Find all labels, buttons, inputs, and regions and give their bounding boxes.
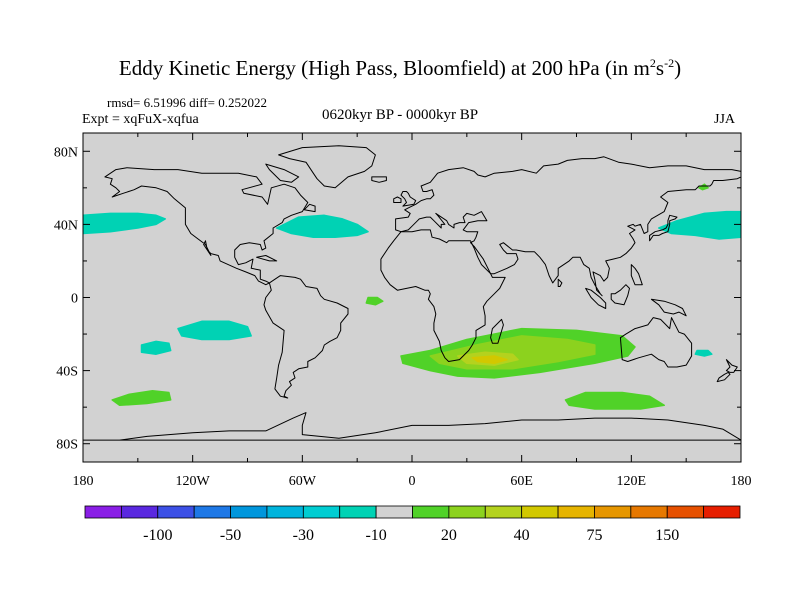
colorbar-box	[157, 505, 195, 519]
lon-label: 0	[409, 474, 416, 489]
greenland-coast	[278, 145, 376, 189]
colorbar-box	[84, 505, 122, 519]
cuba-coast	[256, 255, 278, 262]
sri-lanka-coast	[557, 278, 563, 287]
axis-ticks	[82, 133, 742, 462]
antarctica-coast	[83, 412, 741, 441]
lon-label: 180	[731, 474, 752, 489]
japan-coast	[649, 214, 678, 242]
lat-label: 40S	[56, 365, 78, 380]
colorbar-label: 150	[655, 527, 679, 544]
lon-label: 60W	[289, 474, 317, 489]
north-america-coast	[104, 167, 309, 286]
colorbar-labels: -100 -50 -30 -10 20 40 75 150	[143, 527, 679, 544]
colorbar-label: -50	[220, 527, 241, 544]
philippines-coast	[630, 264, 643, 286]
ireland-coast	[393, 196, 402, 203]
anomaly-australia-east-cyan	[694, 349, 713, 357]
lon-label: 180	[73, 474, 94, 489]
newfoundland-coast	[303, 203, 316, 213]
lon-label: 120E	[617, 474, 647, 489]
colorbar-label: -30	[293, 527, 314, 544]
colorbar-label: 20	[441, 527, 457, 544]
australia-coast	[619, 317, 693, 368]
colorbar-box	[120, 505, 159, 519]
latitude-labels: 80N 40N 0 40S 80S	[54, 145, 78, 452]
new-guinea-coast	[650, 298, 687, 317]
experiment-label: Expt = xqFuX-xqfua	[82, 112, 199, 127]
lat-label: 0	[71, 292, 78, 307]
eurasia-coast	[395, 156, 741, 297]
colorbar-box	[302, 505, 341, 519]
anomaly-atlantic-equatorial-green	[365, 296, 384, 306]
colorbar-box	[630, 505, 668, 519]
lat-label: 80S	[56, 438, 78, 453]
anomaly-fields	[83, 183, 741, 410]
colorbar-label: -100	[143, 527, 172, 544]
anomaly-indian-ocean-south-green	[564, 391, 665, 410]
sumatra-coast	[585, 287, 607, 309]
colorbar-box	[339, 505, 377, 519]
colorbar-box	[266, 505, 304, 519]
africa-coast	[380, 229, 506, 362]
colorbar-box	[557, 505, 595, 519]
title-text: Eddy Kinetic Energy (High Pass, Bloomfie…	[118, 56, 650, 80]
period-label: 0620kyr BP - 0000kyr BP	[322, 107, 479, 123]
new-zealand-coast	[725, 359, 738, 373]
longitude-labels: 180 120W 60W 0 60E 120E 180	[73, 474, 752, 489]
colorbar-box	[594, 505, 632, 519]
iceland-coast	[371, 176, 387, 183]
anomaly-south-pacific-green	[111, 389, 172, 407]
anomaly-north-atlantic-cyan	[275, 214, 369, 238]
colorbar-box	[193, 505, 231, 519]
coastlines	[83, 145, 741, 441]
baffin-island-coast	[265, 163, 300, 183]
colorbar-box	[448, 505, 486, 519]
anomaly-southern-ocean-yellow	[471, 355, 508, 365]
map-background	[83, 133, 741, 462]
anomaly-south-pacific-small-cyan	[140, 340, 172, 355]
south-america-coast	[263, 275, 349, 399]
title-unit-s: s	[655, 56, 665, 80]
colorbar	[84, 505, 741, 519]
colorbar-box	[484, 505, 523, 519]
colorbar-box	[703, 505, 741, 519]
colorbar-label: 75	[586, 527, 602, 544]
uk-coast	[400, 191, 417, 207]
colorbar-box	[412, 505, 450, 519]
anomaly-south-pacific-cyan	[177, 320, 252, 341]
colorbar-box	[521, 505, 559, 519]
borneo-coast	[610, 284, 630, 306]
chart-title: Eddy Kinetic Energy (High Pass, Bloomfie…	[0, 56, 800, 81]
title-superscript-1: 2	[649, 56, 656, 70]
anomaly-siberia-green	[698, 183, 709, 191]
anomaly-north-pacific-east-cyan	[83, 212, 167, 235]
lat-label: 80N	[54, 145, 78, 160]
colorbar-box	[230, 505, 268, 519]
colorbar-box	[666, 505, 705, 519]
colorbar-box	[375, 505, 413, 519]
season-label: JJA	[714, 112, 736, 127]
lon-label: 120W	[176, 474, 211, 489]
title-end: )	[674, 56, 682, 80]
new-zealand-south-coast	[716, 371, 731, 383]
colorbar-label: -10	[365, 527, 386, 544]
colorbar-label: 40	[514, 527, 530, 544]
stats-label: rmsd= 6.51996 diff= 0.252022	[107, 95, 267, 110]
lat-label: 40N	[54, 218, 78, 233]
lon-label: 60E	[510, 474, 533, 489]
anomaly-north-pacific-west-cyan	[658, 210, 741, 240]
madagascar-coast	[490, 318, 504, 344]
title-superscript-2: -2	[664, 56, 675, 70]
